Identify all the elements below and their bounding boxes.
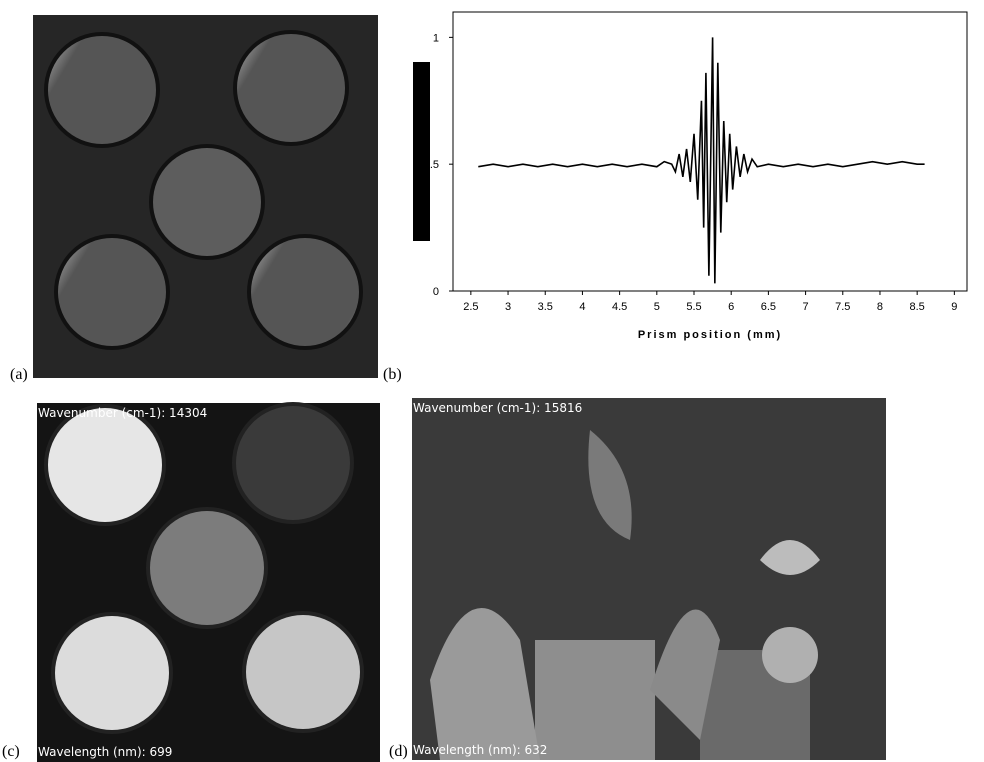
x-tick-label: 6.5 — [761, 301, 776, 313]
panel-label: (b) — [383, 366, 402, 383]
overlay-text: Wavenumber (cm-1): 15816 — [413, 401, 582, 415]
artifact-bar — [413, 62, 430, 241]
x-tick-label: 8.5 — [910, 301, 925, 313]
panel-c-image — [37, 402, 380, 762]
y-tick-label: 0.5 — [424, 159, 439, 171]
overlay-text: Wavenumber (cm-1): 14304 — [38, 406, 207, 420]
panel-d-image — [412, 398, 886, 760]
data-line — [478, 37, 924, 283]
figure: (a) (b) (c) (d) Wavenumber (cm-1): 14304… — [0, 0, 984, 762]
x-tick-label: 3.5 — [538, 301, 553, 313]
panel-label: (a) — [10, 366, 28, 383]
overlay-text: Wavelength (nm): 699 — [38, 745, 172, 759]
x-tick-label: 7 — [803, 301, 809, 313]
x-tick-label: 2.5 — [463, 301, 478, 313]
x-tick-label: 8 — [877, 301, 883, 313]
x-axis-label: Prism position (mm) — [638, 329, 782, 341]
x-tick-label: 3 — [505, 301, 511, 313]
x-tick-label: 7.5 — [835, 301, 850, 313]
x-tick-label: 9 — [951, 301, 957, 313]
x-tick-label: 4 — [579, 301, 585, 313]
x-tick-label: 6 — [728, 301, 734, 313]
x-tick-label: 5.5 — [686, 301, 701, 313]
x-tick-label: 4.5 — [612, 301, 627, 313]
y-tick-label: 1 — [433, 32, 439, 44]
panel-a-image — [33, 15, 378, 378]
y-tick-label: 0 — [433, 286, 439, 298]
x-tick-label: 5 — [654, 301, 660, 313]
overlay-text: Wavelength (nm): 632 — [413, 743, 547, 757]
panel-label: (c) — [2, 743, 20, 760]
panel-label: (d) — [389, 743, 408, 760]
